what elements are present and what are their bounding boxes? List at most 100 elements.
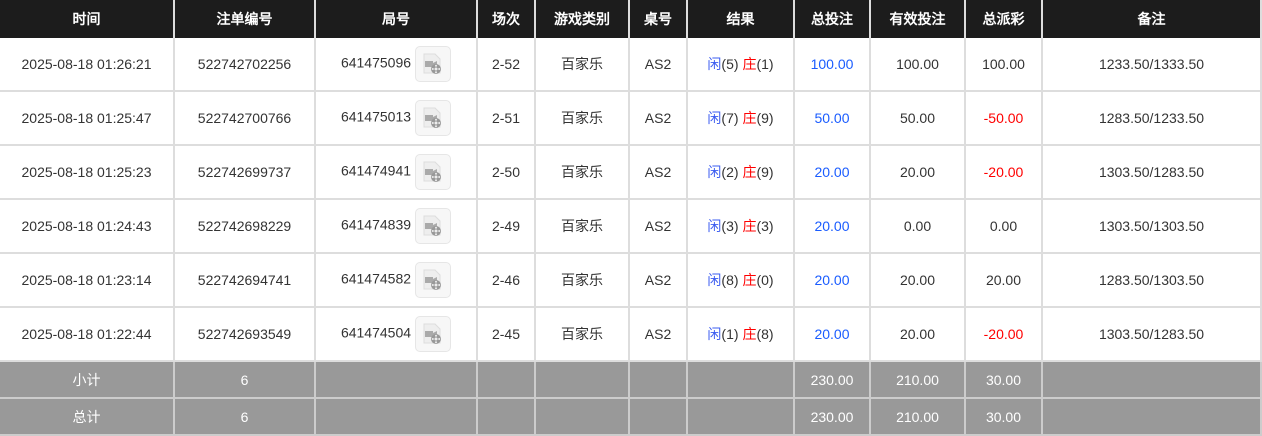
valid-bet: 0.00 [870, 199, 966, 254]
valid-bet: 20.00 [870, 145, 966, 200]
note: 1233.50/1333.50 [1042, 38, 1262, 92]
round-number: 641475013 [340, 108, 412, 125]
column-header: 场次 [477, 0, 536, 38]
video-replay-icon[interactable] [415, 262, 452, 298]
bet-time: 2025-08-18 01:24:43 [0, 199, 175, 254]
total-valid: 210.00 [870, 398, 966, 436]
table-number: AS2 [629, 199, 688, 254]
table-number: AS2 [629, 253, 688, 308]
column-header: 局号 [315, 0, 478, 38]
column-header: 桌号 [629, 0, 688, 38]
order-number: 522742699737 [174, 145, 316, 200]
player-points: (5) [721, 56, 739, 72]
result: 闲(7) 庄(9) [687, 91, 795, 146]
total-bet: 20.00 [794, 199, 871, 254]
banker-points: (9) [756, 110, 774, 126]
column-header: 游戏类别 [535, 0, 630, 38]
subtotal-count: 6 [174, 361, 316, 399]
video-replay-icon[interactable] [415, 46, 452, 82]
table-number: AS2 [629, 145, 688, 200]
table-row: 2025-08-18 01:24:43 522742698229 6414748… [0, 199, 1262, 254]
result: 闲(3) 庄(3) [687, 199, 795, 254]
banker-points: (9) [756, 164, 774, 180]
empty-cell [535, 361, 630, 399]
total-bet: 100.00 [794, 38, 871, 92]
empty-cell [1042, 398, 1262, 436]
empty-cell [477, 398, 536, 436]
table-row: 2025-08-18 01:25:23 522742699737 6414749… [0, 145, 1262, 200]
empty-cell [1042, 361, 1262, 399]
table-number: AS2 [629, 91, 688, 146]
total-count: 6 [174, 398, 316, 436]
column-header: 注单编号 [174, 0, 316, 38]
note: 1283.50/1233.50 [1042, 91, 1262, 146]
order-number: 522742693549 [174, 307, 316, 362]
player-points: (2) [721, 164, 739, 180]
subtotal-payout: 30.00 [965, 361, 1043, 399]
round-number: 641474941 [340, 162, 412, 179]
empty-cell [687, 398, 795, 436]
game-type: 百家乐 [535, 91, 630, 146]
empty-cell [629, 398, 688, 436]
total-payout: 30.00 [965, 398, 1043, 436]
result: 闲(2) 庄(9) [687, 145, 795, 200]
total-bet: 50.00 [794, 91, 871, 146]
total-row: 总计 6 230.00 210.00 30.00 [0, 398, 1262, 436]
empty-cell [477, 361, 536, 399]
total-payout: -20.00 [965, 307, 1043, 362]
round-number: 641474839 [340, 216, 412, 233]
note: 1303.50/1303.50 [1042, 199, 1262, 254]
valid-bet: 20.00 [870, 307, 966, 362]
total-bet: 20.00 [794, 253, 871, 308]
video-replay-icon[interactable] [415, 154, 452, 190]
empty-cell [535, 398, 630, 436]
result: 闲(8) 庄(0) [687, 253, 795, 308]
table-header: 时间 注单编号 局号 场次 游戏类别 桌号 结果 总投注 有效投注 总派彩 备注 [0, 0, 1262, 38]
banker-points: (1) [756, 56, 774, 72]
bet-time: 2025-08-18 01:23:14 [0, 253, 175, 308]
session: 2-52 [477, 38, 536, 92]
player-points: (3) [721, 218, 739, 234]
video-replay-icon[interactable] [415, 208, 452, 244]
total-label: 总计 [0, 398, 175, 436]
round-cell: 641474839 [315, 199, 478, 254]
subtotal-bet: 230.00 [794, 361, 871, 399]
table-row: 2025-08-18 01:25:47 522742700766 6414750… [0, 91, 1262, 146]
valid-bet: 50.00 [870, 91, 966, 146]
total-bet: 20.00 [794, 307, 871, 362]
banker-points: (3) [756, 218, 774, 234]
column-header: 结果 [687, 0, 795, 38]
video-replay-icon[interactable] [415, 316, 452, 352]
empty-cell [629, 361, 688, 399]
order-number: 522742702256 [174, 38, 316, 92]
empty-cell [687, 361, 795, 399]
valid-bet: 20.00 [870, 253, 966, 308]
table-row: 2025-08-18 01:22:44 522742693549 6414745… [0, 307, 1262, 362]
banker-label: 庄 [742, 110, 757, 126]
game-type: 百家乐 [535, 307, 630, 362]
bet-time: 2025-08-18 01:25:23 [0, 145, 175, 200]
bet-time: 2025-08-18 01:25:47 [0, 91, 175, 146]
total-payout: 100.00 [965, 38, 1043, 92]
valid-bet: 100.00 [870, 38, 966, 92]
session: 2-49 [477, 199, 536, 254]
video-replay-icon[interactable] [415, 100, 452, 136]
round-cell: 641474941 [315, 145, 478, 200]
total-payout: -20.00 [965, 145, 1043, 200]
total-bet: 230.00 [794, 398, 871, 436]
subtotal-valid: 210.00 [870, 361, 966, 399]
round-cell: 641475096 [315, 38, 478, 92]
session: 2-51 [477, 91, 536, 146]
banker-points: (8) [756, 326, 774, 342]
round-number: 641474582 [340, 270, 412, 287]
empty-cell [315, 398, 478, 436]
banker-label: 庄 [742, 218, 757, 234]
session: 2-50 [477, 145, 536, 200]
subtotal-label: 小计 [0, 361, 175, 399]
player-label: 闲 [707, 164, 722, 180]
order-number: 522742700766 [174, 91, 316, 146]
player-label: 闲 [707, 56, 722, 72]
banker-label: 庄 [742, 326, 757, 342]
order-number: 522742698229 [174, 199, 316, 254]
